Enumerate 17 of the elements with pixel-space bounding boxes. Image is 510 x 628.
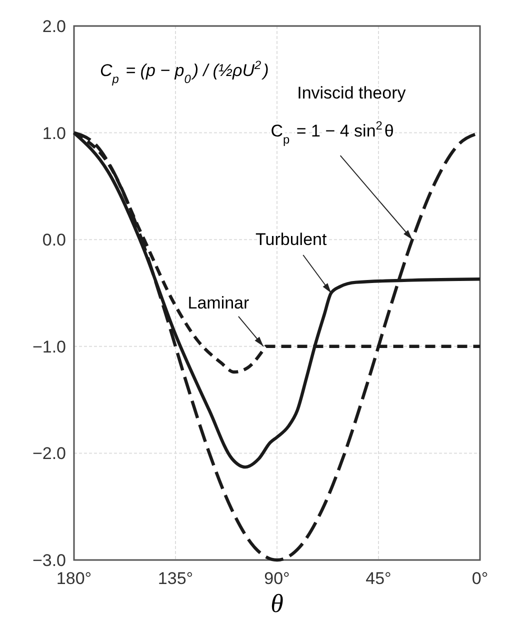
x-tick-label: 0° [472, 569, 488, 588]
x-tick-label: 180° [56, 569, 92, 588]
annotation: Inviscid theory [297, 84, 406, 103]
y-tick-label: −2.0 [32, 444, 66, 464]
x-tick-label: 90° [264, 569, 290, 588]
x-axis-title: θ [270, 589, 284, 618]
annotation: Turbulent [256, 230, 328, 249]
y-tick-label: 1.0 [42, 124, 66, 143]
y-tick-label: −1.0 [32, 337, 66, 356]
y-tick-label: 0.0 [42, 230, 66, 250]
x-tick-label: 135° [158, 569, 194, 588]
y-tick-label: 2.0 [42, 17, 66, 36]
annotation: C$_{p}$ = 1 − 4 sin$^{2}$θ [270, 118, 394, 147]
annotation: Laminar [188, 293, 250, 312]
y-tick-label: −3.0 [32, 551, 66, 570]
x-tick-label: 45° [366, 569, 392, 588]
annotation: C$_{p}$ = (p − p$_{0}$) / (½ρU$^{2}$) [100, 58, 269, 86]
